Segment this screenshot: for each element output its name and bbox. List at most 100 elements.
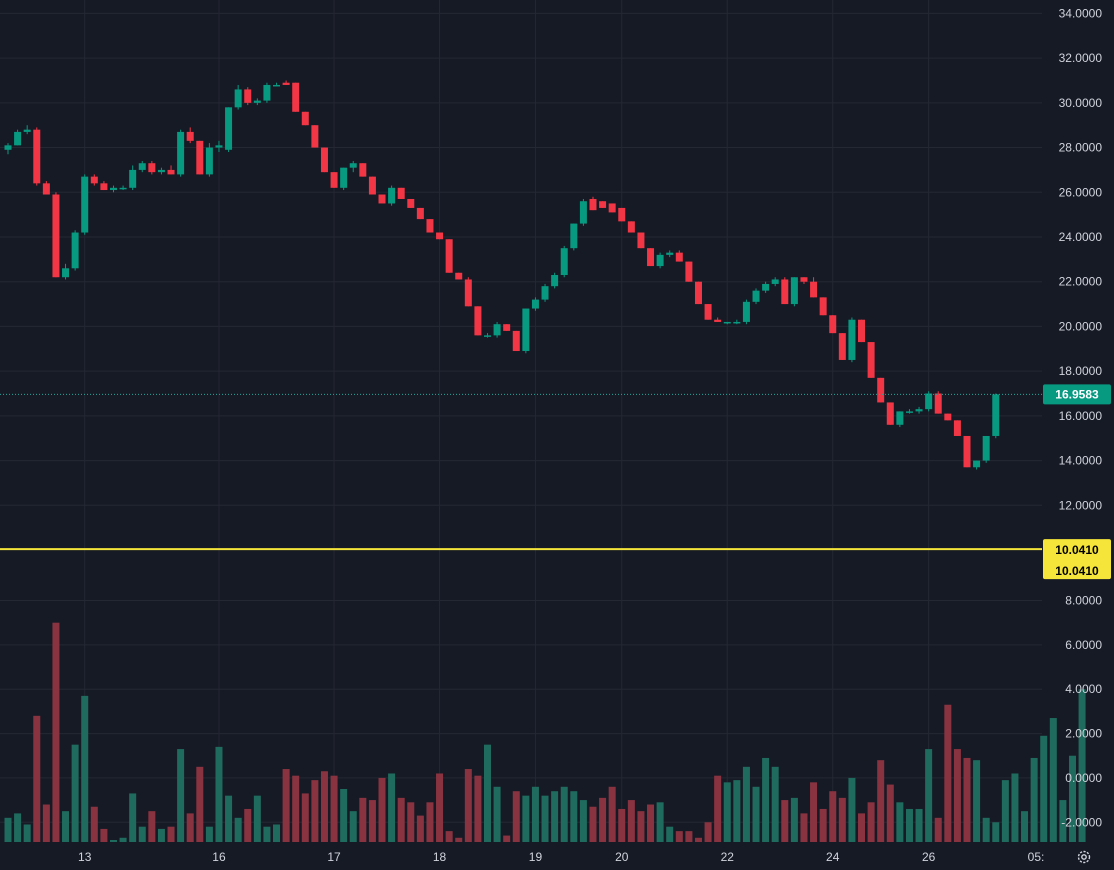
volume-bar — [953, 749, 961, 842]
volume-bar — [436, 773, 444, 842]
volume-bar — [992, 822, 1000, 842]
candle-body — [819, 297, 827, 316]
candle-body — [647, 248, 655, 267]
candle-body — [455, 272, 463, 280]
time-axis[interactable]: 13 16 17 18 19 20 22 24 26 05: — [78, 850, 1044, 864]
volume-bar — [771, 766, 779, 842]
candle-body — [512, 330, 520, 352]
time-tick-label: 22 — [721, 850, 735, 864]
candle-body — [992, 394, 1000, 436]
candle-body — [762, 283, 770, 291]
volume-bar — [474, 775, 482, 842]
volume-bar — [647, 804, 655, 842]
candle-body — [71, 232, 79, 269]
candle-body — [167, 169, 175, 175]
price-tick-label: 12.0000 — [1059, 498, 1103, 512]
candle-body — [522, 308, 530, 352]
horizontal-line-label: 10.0410 — [1055, 543, 1099, 557]
volume-tick-label: 6.0000 — [1065, 638, 1102, 652]
candle-body — [858, 319, 866, 343]
volume-tick-label: 4.0000 — [1065, 682, 1102, 696]
volume-bar — [714, 775, 722, 842]
volume-bar — [52, 622, 60, 842]
candle-body — [311, 125, 319, 148]
candle-body — [359, 163, 367, 177]
volume-bar — [1068, 755, 1076, 842]
candle-body — [292, 82, 300, 112]
price-tick-label: 28.0000 — [1059, 141, 1103, 155]
volume-bar — [1040, 735, 1048, 842]
candle-body — [196, 140, 204, 175]
volume-bar — [186, 813, 194, 842]
volume-bar — [157, 828, 165, 842]
volume-bar — [800, 813, 808, 842]
volume-bar — [503, 835, 511, 842]
volume-bar — [109, 840, 117, 842]
volume-bar — [138, 826, 146, 842]
volume-bar — [723, 782, 731, 842]
candle-body — [838, 333, 846, 360]
candle-body — [560, 248, 568, 275]
candle-body — [186, 131, 194, 141]
time-tick-label: 18 — [433, 850, 447, 864]
candle-body — [42, 183, 50, 195]
candle-body — [215, 145, 223, 148]
volume-bar — [599, 797, 607, 842]
volume-bar — [560, 786, 568, 842]
volume-bar — [177, 749, 185, 842]
candle-body — [973, 460, 981, 468]
time-tick-label: 05: — [1028, 850, 1045, 864]
volume-bar — [100, 828, 108, 842]
volume-axis[interactable]: 8.0000 6.0000 4.0000 2.0000 0.0000 -2.0000 — [1061, 594, 1102, 830]
volume-bar — [273, 824, 281, 842]
candle-body — [599, 201, 607, 208]
volume-bar — [781, 800, 789, 842]
volume-bar — [225, 795, 233, 842]
volume-bar — [886, 784, 894, 842]
volume-bar — [867, 802, 875, 842]
candle-body — [742, 301, 750, 322]
volume-bar — [541, 795, 549, 842]
volume-bar — [570, 791, 578, 842]
volume-bar — [637, 811, 645, 842]
volume-bar — [551, 791, 559, 842]
volume-tick-label: 8.0000 — [1065, 594, 1102, 608]
volume-bar — [234, 817, 242, 842]
volume-bar — [694, 837, 702, 842]
volume-bar — [368, 800, 376, 842]
volume-bar — [944, 704, 952, 842]
volume-bar — [244, 808, 252, 842]
volume-tick-label: -2.0000 — [1061, 815, 1102, 829]
volume-bar — [282, 769, 290, 842]
volume-bar — [1011, 773, 1019, 842]
volume-bar — [71, 744, 79, 842]
time-tick-label: 24 — [826, 850, 840, 864]
volume-bar — [426, 802, 434, 842]
candle-body — [579, 201, 587, 224]
price-axis[interactable]: 34.0000 32.0000 30.0000 28.0000 26.0000 24.00… — [1059, 6, 1103, 512]
candle-body — [848, 319, 856, 360]
candle-body — [551, 275, 559, 287]
volume-bar — [4, 817, 12, 842]
candle-body — [675, 252, 683, 262]
volume-bar — [62, 811, 70, 842]
volume-bar — [982, 817, 990, 842]
price-tick-label: 30.0000 — [1059, 96, 1103, 110]
candle-body — [733, 321, 741, 324]
price-tick-label: 32.0000 — [1059, 51, 1103, 65]
volume-bar — [215, 746, 223, 842]
candle-body — [781, 279, 789, 305]
horizontal-line-label: 10.0410 — [1055, 564, 1099, 578]
candle-body — [397, 187, 405, 199]
time-tick-label: 17 — [327, 850, 341, 864]
volume-bar — [1021, 811, 1029, 842]
volume-bar — [905, 808, 913, 842]
candle-body — [982, 435, 990, 461]
settings-gear-icon[interactable] — [1075, 848, 1093, 866]
candle-body — [62, 268, 70, 278]
candle-body — [608, 203, 616, 213]
time-tick-label: 19 — [529, 850, 543, 864]
volume-bar — [963, 757, 971, 842]
candle-body — [23, 129, 31, 132]
